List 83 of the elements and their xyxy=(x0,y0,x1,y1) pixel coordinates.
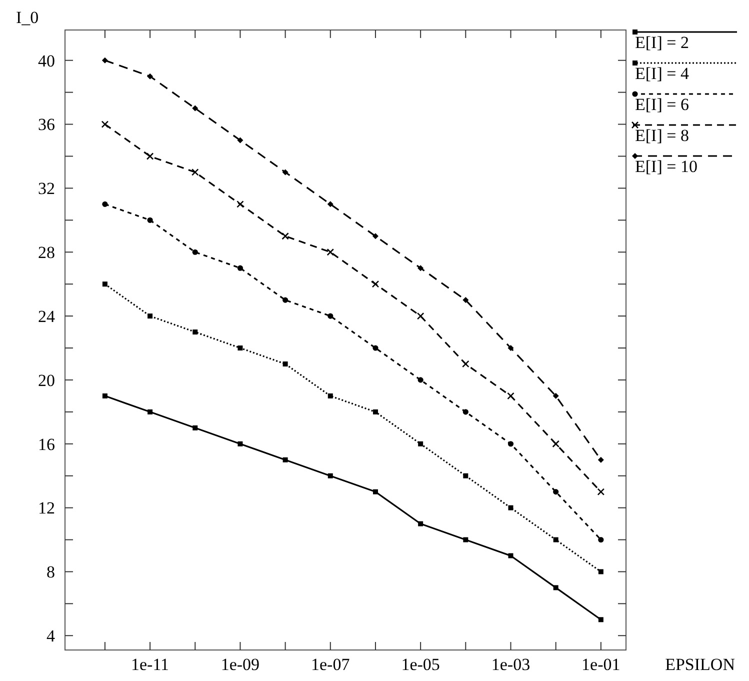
point xyxy=(463,537,468,542)
point xyxy=(238,441,243,446)
point xyxy=(553,585,558,590)
point xyxy=(598,536,604,543)
point xyxy=(552,392,559,399)
y-tick-label: 8 xyxy=(46,562,55,582)
point xyxy=(282,297,288,303)
point xyxy=(192,249,198,255)
point xyxy=(148,314,153,319)
point xyxy=(282,361,288,366)
y-tick-label: 28 xyxy=(38,243,55,262)
legend-label: E[I] = 6 xyxy=(635,95,689,114)
point xyxy=(372,233,378,240)
y-tick-label: 32 xyxy=(38,179,55,198)
point xyxy=(148,409,153,414)
x-tick-label: 1e-03 xyxy=(491,655,530,674)
point xyxy=(102,57,108,64)
point xyxy=(326,248,334,256)
point xyxy=(597,488,605,496)
legend-label: E[I] = 2 xyxy=(635,33,689,52)
legend-label: E[I] = 8 xyxy=(635,126,689,145)
y-tick-label: 36 xyxy=(38,115,55,134)
point xyxy=(372,489,378,494)
point xyxy=(508,505,514,510)
point xyxy=(282,169,288,176)
point xyxy=(462,297,469,304)
point xyxy=(508,344,514,351)
point xyxy=(418,521,424,526)
point xyxy=(327,201,334,208)
x-tick-label: 1e-01 xyxy=(582,655,620,674)
point xyxy=(328,393,333,398)
point xyxy=(282,232,289,240)
point xyxy=(147,73,154,80)
x-tick-label: 1e-07 xyxy=(311,655,350,674)
legend-label: E[I] = 10 xyxy=(635,157,698,176)
point xyxy=(553,489,559,495)
y-tick-label: 12 xyxy=(38,498,55,518)
point xyxy=(598,617,604,622)
point xyxy=(508,553,514,558)
point xyxy=(372,280,380,288)
point xyxy=(236,200,244,208)
point xyxy=(238,345,243,350)
y-tick-label: 4 xyxy=(46,626,56,646)
x-axis-title: EPSILON xyxy=(665,655,735,674)
point xyxy=(372,409,378,414)
point xyxy=(237,137,244,144)
x-tick-label: 1e-09 xyxy=(220,655,260,674)
y-tick-label: 16 xyxy=(38,434,55,454)
point xyxy=(146,152,154,160)
point xyxy=(282,457,288,462)
point xyxy=(102,282,108,287)
y-axis-title: I_0 xyxy=(16,8,39,27)
point xyxy=(102,393,108,398)
point xyxy=(463,473,468,478)
point xyxy=(462,360,470,368)
y-tick-label: 40 xyxy=(38,51,55,70)
point xyxy=(328,473,333,478)
point xyxy=(507,392,514,400)
point xyxy=(508,441,514,447)
point xyxy=(192,425,198,430)
point xyxy=(328,313,334,319)
x-tick-label: 1e-11 xyxy=(131,655,170,674)
point xyxy=(418,441,424,446)
y-tick-label: 24 xyxy=(38,306,56,326)
point xyxy=(462,409,468,415)
y-tick-label: 20 xyxy=(38,370,55,390)
point xyxy=(237,265,244,271)
point xyxy=(598,456,604,463)
point xyxy=(416,312,424,320)
point xyxy=(372,345,378,351)
point xyxy=(552,440,560,448)
point xyxy=(101,120,109,128)
point xyxy=(553,537,558,542)
point xyxy=(192,330,198,335)
point xyxy=(147,217,153,223)
point xyxy=(192,105,198,112)
legend-label: E[I] = 4 xyxy=(635,64,690,83)
point xyxy=(418,265,424,272)
point xyxy=(102,201,108,207)
point xyxy=(418,377,424,383)
point xyxy=(191,168,199,176)
x-tick-label: 1e-05 xyxy=(401,655,440,674)
point xyxy=(598,569,604,574)
